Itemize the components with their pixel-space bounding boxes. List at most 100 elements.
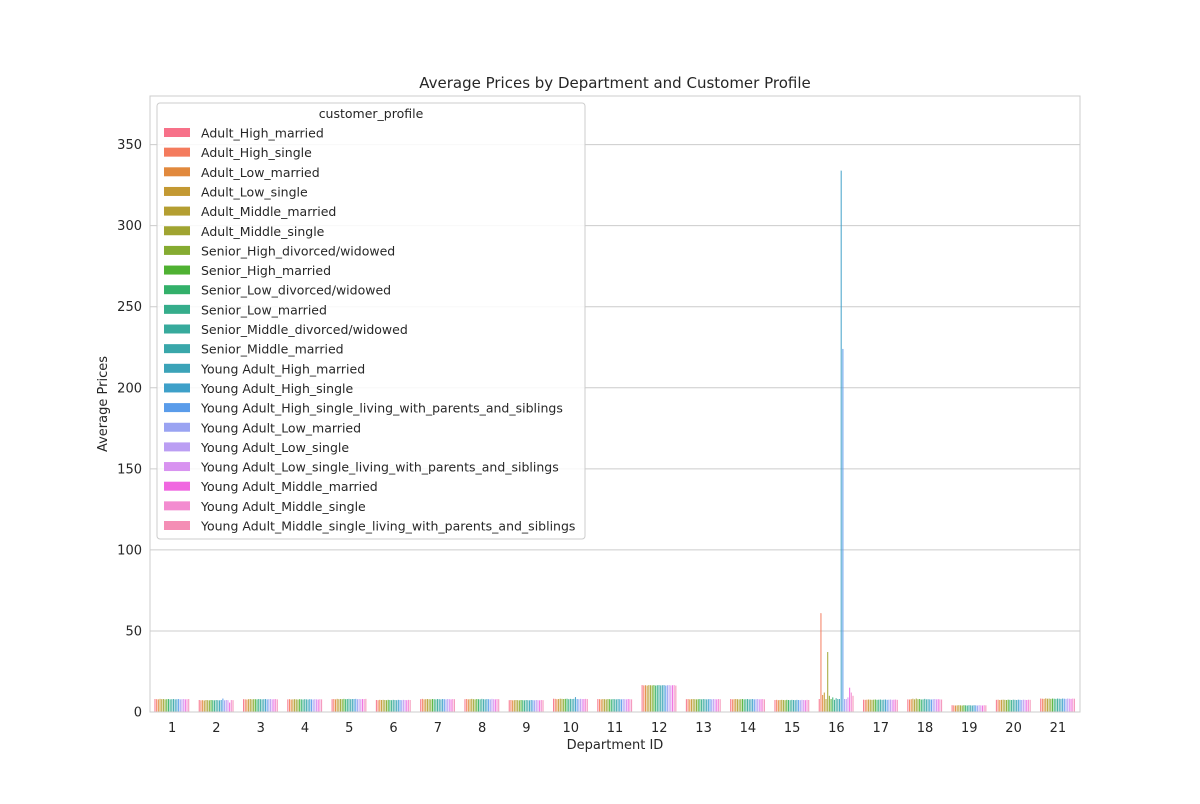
x-tick-label: 17 <box>872 721 889 736</box>
bar <box>655 685 657 712</box>
bar <box>818 699 820 712</box>
bar <box>164 699 166 712</box>
bar <box>176 699 178 712</box>
bar <box>617 699 619 712</box>
bar <box>520 700 522 712</box>
bar <box>581 699 583 712</box>
bar <box>602 699 604 712</box>
bar <box>534 700 536 712</box>
bar <box>702 699 704 712</box>
bar <box>304 699 306 712</box>
bar <box>351 699 353 712</box>
bar <box>709 699 711 712</box>
legend-label: Young Adult_Low_married <box>200 420 361 435</box>
bar <box>523 700 525 712</box>
bar-group <box>995 699 1031 712</box>
bar <box>540 700 542 712</box>
bar <box>181 699 183 712</box>
bars <box>154 159 1075 712</box>
bar <box>244 699 246 712</box>
bar <box>556 699 558 712</box>
bar <box>919 699 921 712</box>
bar <box>789 700 791 712</box>
bar <box>218 700 221 712</box>
bar <box>563 699 565 712</box>
bar <box>340 699 342 712</box>
bar <box>275 699 277 712</box>
bar <box>731 699 733 712</box>
bar <box>271 699 273 712</box>
bar <box>620 699 622 712</box>
bar <box>1000 699 1003 712</box>
bar <box>202 700 204 712</box>
bar <box>564 698 566 712</box>
bar <box>353 699 355 712</box>
bar <box>433 699 435 712</box>
bar <box>558 699 560 712</box>
bar <box>598 699 601 712</box>
legend-label: Young Adult_High_single_living_with_pare… <box>200 401 563 416</box>
bar <box>469 699 471 712</box>
legend-label: Senior_Low_divorced/widowed <box>201 283 391 298</box>
bar <box>604 699 606 712</box>
bar <box>345 699 347 712</box>
bar <box>873 699 875 712</box>
legend-swatch <box>164 481 190 491</box>
bar <box>733 699 735 712</box>
bar <box>184 699 186 712</box>
bar <box>844 699 846 712</box>
legend-item: Adult_Low_single <box>164 184 308 199</box>
bar <box>643 685 645 712</box>
bar <box>1041 698 1043 712</box>
bar <box>268 699 270 712</box>
bar <box>472 699 474 712</box>
legend-label: Young Adult_Middle_single_living_with_pa… <box>200 519 575 534</box>
bar <box>711 699 713 712</box>
legend-item: Young Adult_Middle_single <box>164 499 366 514</box>
bar <box>876 699 878 712</box>
bar <box>358 699 360 712</box>
bar <box>956 705 958 712</box>
bar <box>363 699 365 712</box>
bar <box>394 700 396 712</box>
x-tick-label: 19 <box>961 721 978 736</box>
legend-item: Adult_Middle_single <box>164 224 325 239</box>
bar <box>1016 700 1018 712</box>
bar <box>156 699 158 712</box>
bar <box>1050 698 1052 712</box>
bar <box>1017 699 1019 712</box>
bar <box>627 699 629 712</box>
legend-swatch <box>164 324 190 334</box>
bar-group <box>243 699 278 712</box>
bar <box>232 700 234 712</box>
legend-swatch <box>164 501 190 511</box>
bar <box>530 700 532 712</box>
legend-label: Young Adult_Middle_married <box>200 479 378 494</box>
bar <box>205 700 207 712</box>
x-tick-label: 2 <box>212 721 220 736</box>
bar <box>852 695 854 712</box>
legend-frame <box>156 102 586 540</box>
bar <box>350 699 352 712</box>
bar <box>881 699 883 712</box>
bar-group <box>287 699 323 712</box>
bar <box>915 698 917 712</box>
bar <box>464 699 466 712</box>
bar <box>482 699 485 712</box>
bar <box>261 699 263 712</box>
bar <box>159 698 161 712</box>
bar <box>1053 698 1055 712</box>
bar <box>886 699 888 712</box>
bar <box>518 700 520 712</box>
bar <box>425 699 427 712</box>
bar <box>248 699 250 712</box>
bar <box>719 699 721 712</box>
bar <box>1060 698 1062 712</box>
bar <box>675 685 677 712</box>
bar <box>776 699 778 712</box>
bar <box>259 699 261 712</box>
bar <box>934 699 936 712</box>
bar <box>924 698 926 712</box>
bar <box>407 699 409 712</box>
bar <box>391 700 393 712</box>
